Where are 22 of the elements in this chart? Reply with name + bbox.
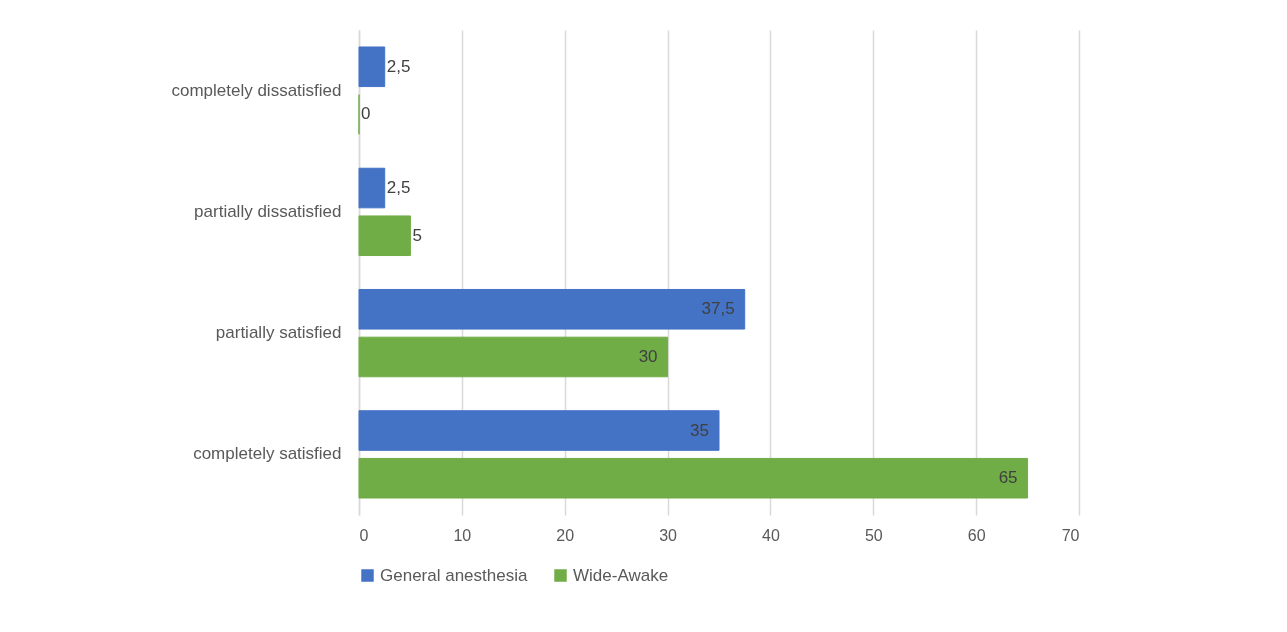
y-tick-label: partially satisfied — [215, 323, 342, 343]
legend-label: Wide-Awake — [573, 565, 669, 585]
x-tick-label: 20 — [556, 526, 575, 544]
data-label: 30 — [638, 346, 658, 366]
x-tick-label: 60 — [967, 526, 986, 544]
x-tick-label: 70 — [1061, 526, 1080, 544]
x-tick-label: 50 — [864, 526, 883, 544]
legend-label: General anesthesia — [380, 565, 528, 585]
data-label: 2,5 — [386, 178, 411, 198]
y-tick-label: partially dissatisfied — [194, 201, 342, 221]
x-tick-label: 10 — [453, 526, 472, 544]
data-label: 5 — [412, 225, 422, 245]
data-label: 37,5 — [701, 299, 735, 319]
data-label: 65 — [998, 468, 1018, 488]
x-tick-label: 30 — [659, 526, 678, 544]
data-label: 2,5 — [386, 56, 411, 76]
x-tick-label: 0 — [359, 526, 369, 544]
y-tick-label: completely satisfied — [193, 444, 342, 464]
data-label: 35 — [690, 420, 709, 440]
x-tick-label: 40 — [762, 526, 780, 544]
y-tick-label: completely dissatisfied — [171, 80, 342, 100]
data-label: 0 — [361, 104, 371, 124]
